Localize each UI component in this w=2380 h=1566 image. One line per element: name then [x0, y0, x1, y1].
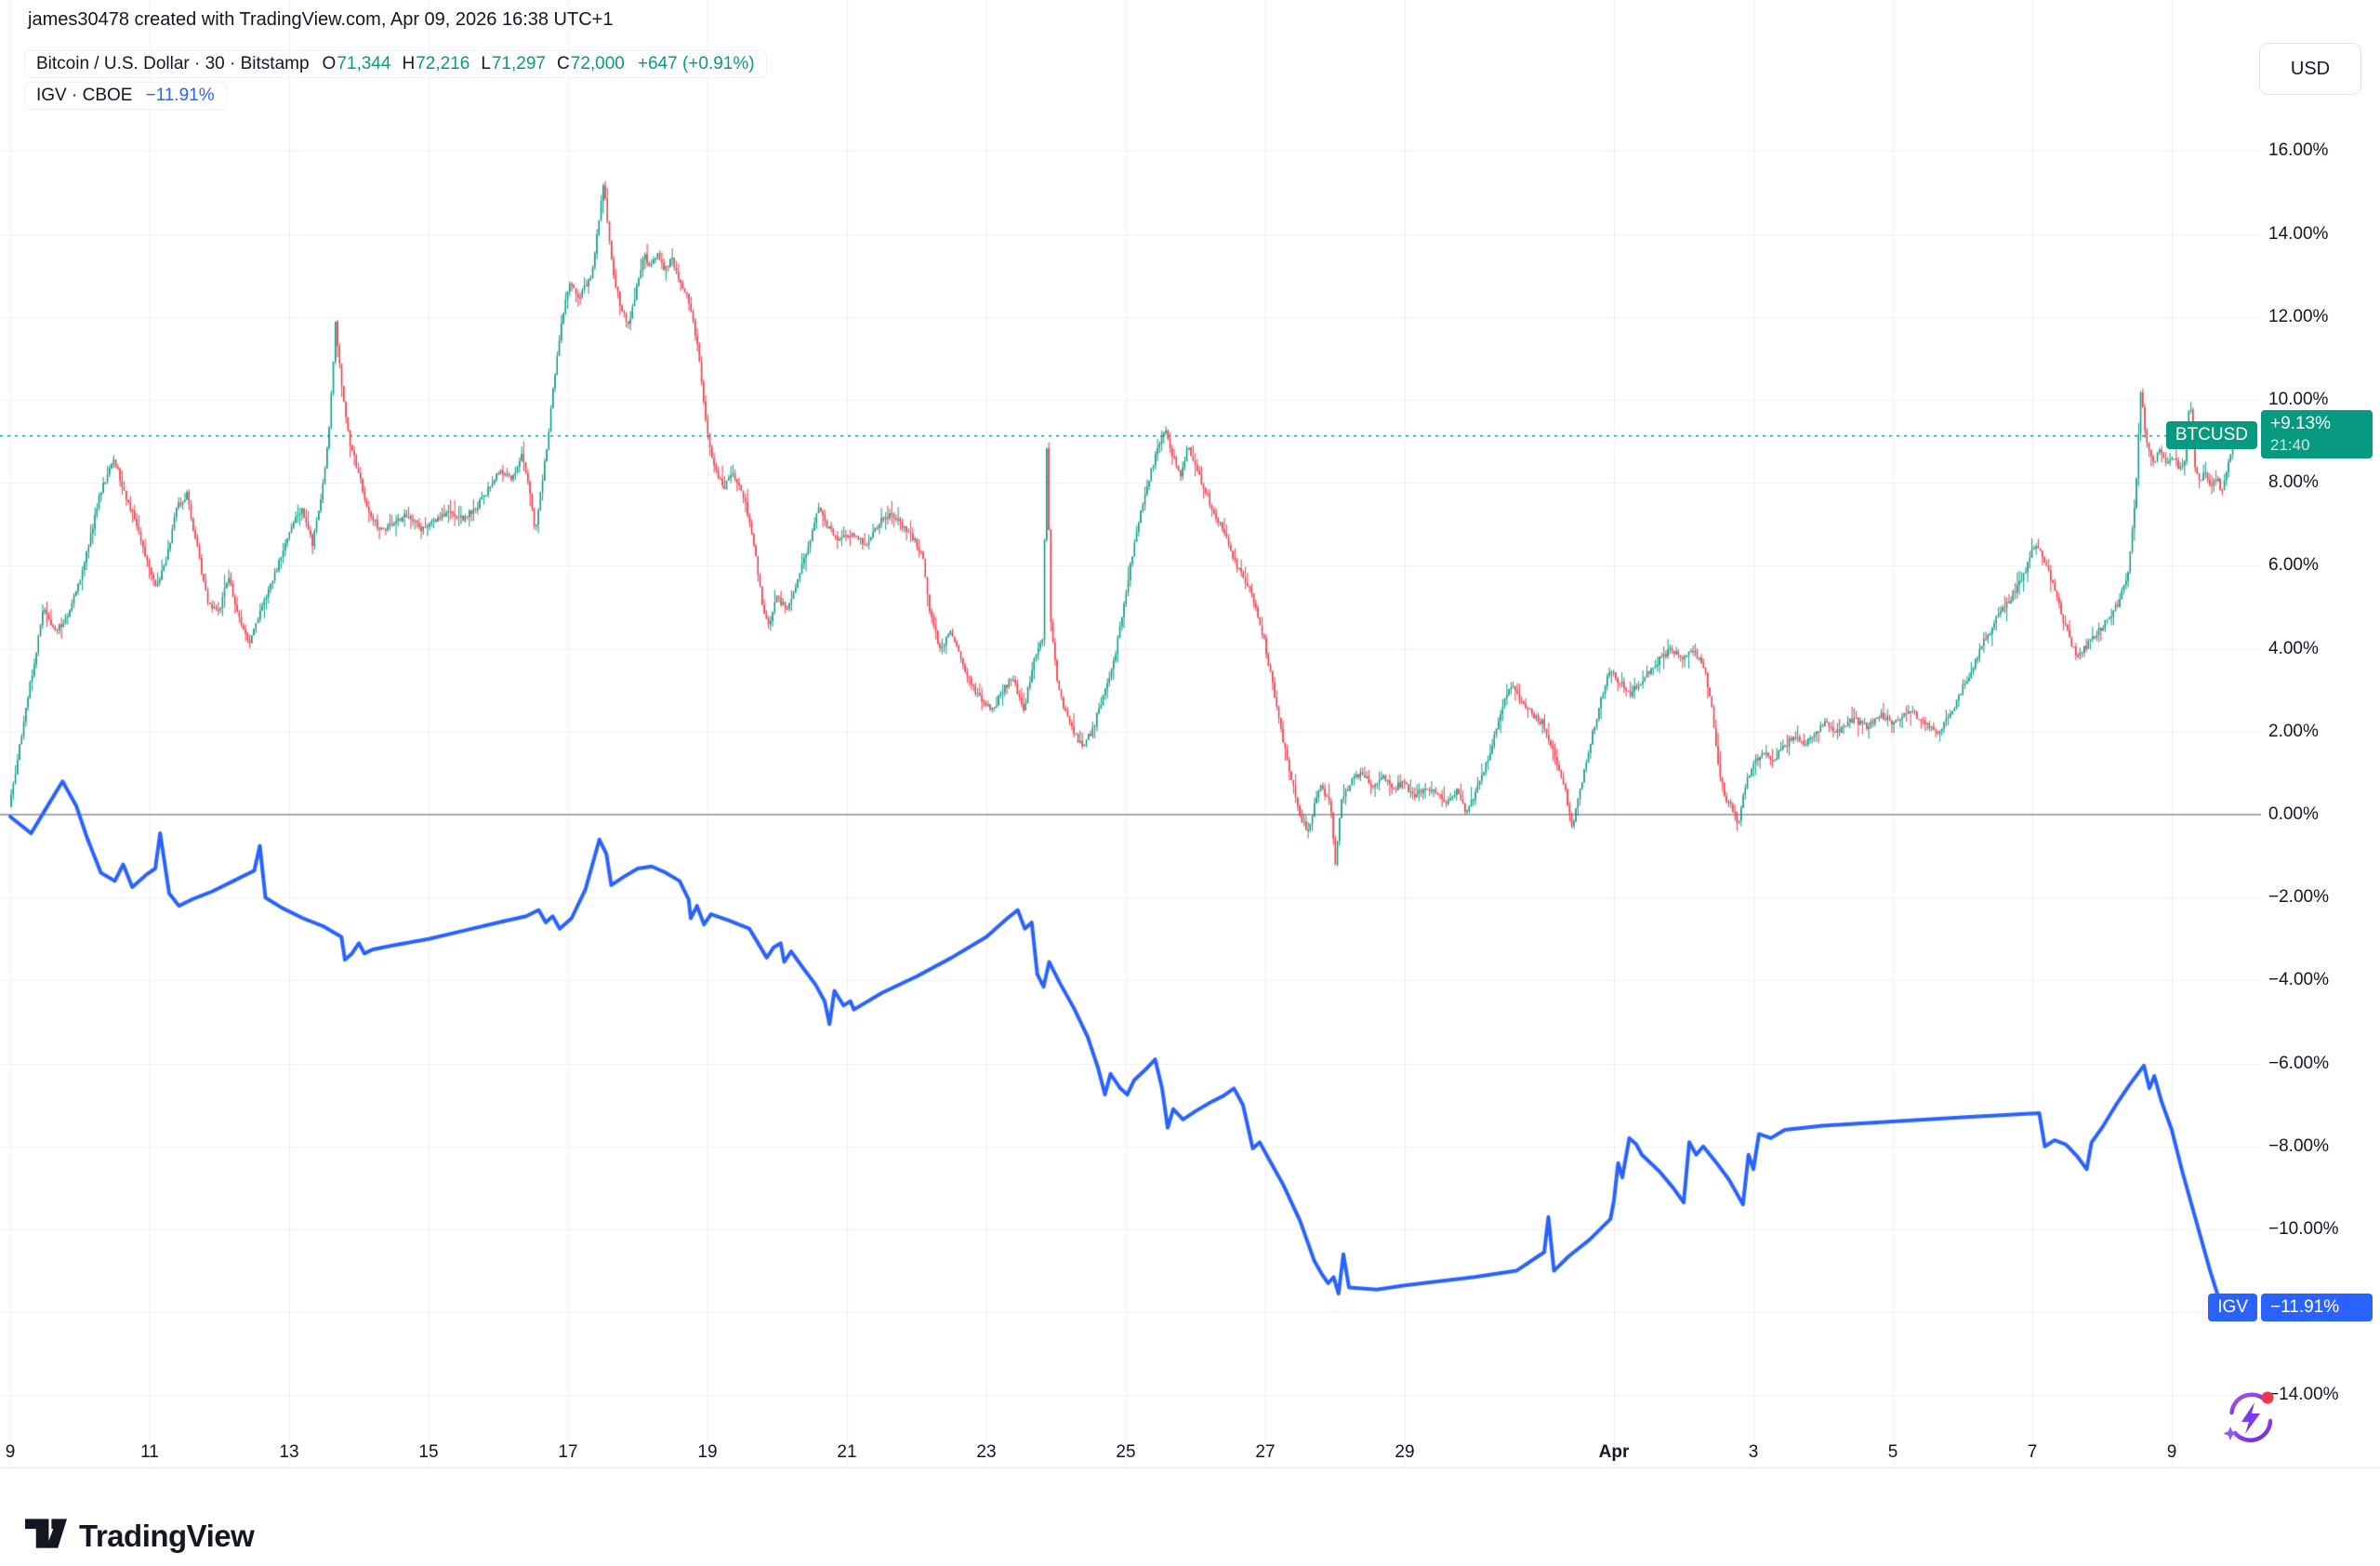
compare-change-value: −11.91% [145, 86, 215, 105]
price-axis-label: 10.00% [2268, 390, 2329, 409]
btcusd-price-badge: +9.13% 21:40 [2261, 409, 2373, 458]
compare-symbol-title: IGV · CBOE [36, 86, 133, 105]
price-axis-label: 12.00% [2268, 306, 2329, 326]
tradingview-logo-icon [24, 1518, 68, 1554]
price-axis-label: −4.00% [2268, 970, 2329, 990]
compare-legend-row[interactable]: IGV · CBOE −11.91% [24, 82, 227, 110]
price-axis-label: 6.00% [2268, 555, 2319, 576]
tradingview-wordmark: TradingView [79, 1518, 255, 1553]
time-axis-separator [0, 1467, 2380, 1468]
igv-price-badge: −11.91% [2261, 1294, 2373, 1322]
btcusd-price-value: +9.13% [2270, 413, 2331, 433]
price-axis-label: 8.00% [2268, 472, 2319, 493]
change-value: +647 (+0.91%) [637, 54, 755, 73]
price-axis-label: 14.00% [2268, 223, 2329, 244]
price-axis-label: −8.00% [2268, 1135, 2329, 1156]
currency-toggle-button[interactable]: USD [2259, 43, 2361, 95]
low-value: 71,297 [491, 54, 547, 73]
close-value: 72,000 [570, 54, 625, 73]
close-label: C [557, 54, 570, 73]
price-axis-label: 16.00% [2268, 140, 2329, 161]
low-label: L [481, 54, 491, 73]
btcusd-symbol-badge: BTCUSD [2165, 420, 2257, 449]
price-axis-label: −10.00% [2268, 1219, 2339, 1239]
symbol-title: Bitcoin / U.S. Dollar · 30 · Bitstamp [36, 54, 310, 73]
igv-symbol-badge: IGV [2208, 1294, 2257, 1322]
price-axis-label: −2.00% [2268, 887, 2329, 908]
boost-reactions-icon [2223, 1387, 2278, 1450]
tradingview-logo: TradingView [24, 1518, 255, 1554]
ohlc-values: O 71,344 H 72,216 L 71,297 C 72,000 [323, 54, 625, 74]
open-value: 71,344 [337, 54, 391, 73]
price-chart-canvas[interactable] [0, 0, 2261, 1467]
price-axis-label: 2.00% [2268, 721, 2319, 741]
high-label: H [402, 54, 416, 73]
bar-countdown: 21:40 [2270, 435, 2310, 454]
price-axis-label: 0.00% [2268, 804, 2319, 824]
high-value: 72,216 [416, 54, 470, 73]
price-axis-label: 4.00% [2268, 638, 2319, 658]
open-label: O [322, 54, 337, 73]
price-axis-label: −6.00% [2268, 1053, 2329, 1073]
price-axis-label: −14.00% [2268, 1385, 2339, 1405]
